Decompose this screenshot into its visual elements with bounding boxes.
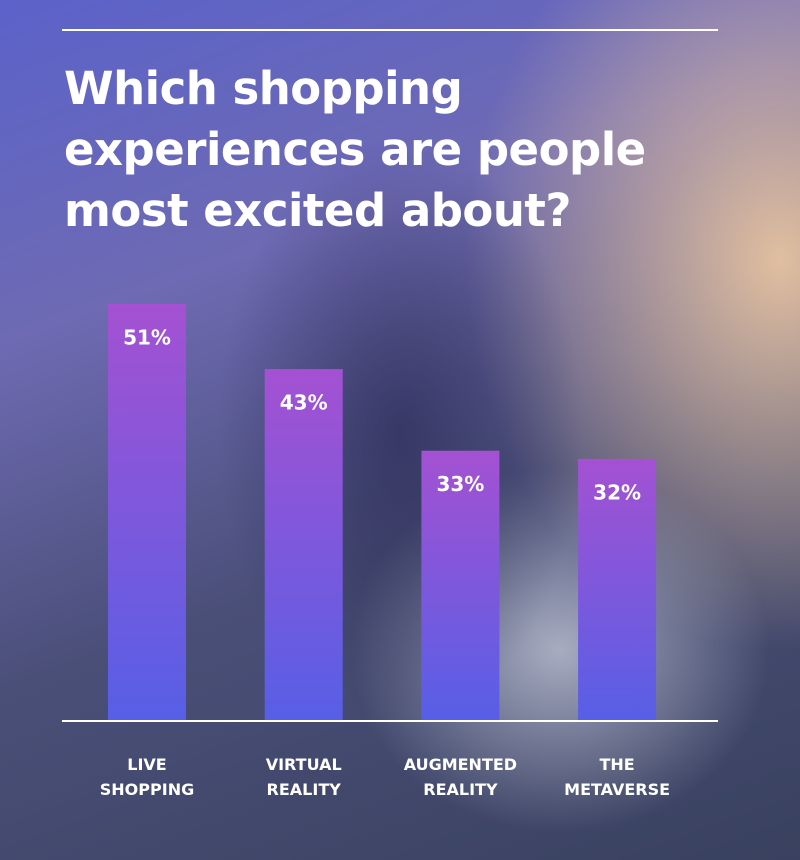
value-label: 43% bbox=[280, 391, 328, 415]
bar bbox=[108, 303, 186, 720]
category-label: THE METAVERSE bbox=[564, 755, 671, 799]
category-label: VIRTUAL REALITY bbox=[265, 755, 342, 799]
value-label: 33% bbox=[436, 472, 484, 496]
value-label: 51% bbox=[123, 325, 171, 349]
category-label: AUGMENTED REALITY bbox=[403, 755, 518, 799]
bar bbox=[578, 458, 657, 720]
bar bbox=[421, 450, 500, 720]
value-label: 32% bbox=[593, 480, 641, 504]
chart-title: Which shopping experiences are people mo… bbox=[64, 62, 646, 237]
category-label: LIVE SHOPPING bbox=[99, 755, 195, 799]
bar bbox=[264, 369, 343, 720]
